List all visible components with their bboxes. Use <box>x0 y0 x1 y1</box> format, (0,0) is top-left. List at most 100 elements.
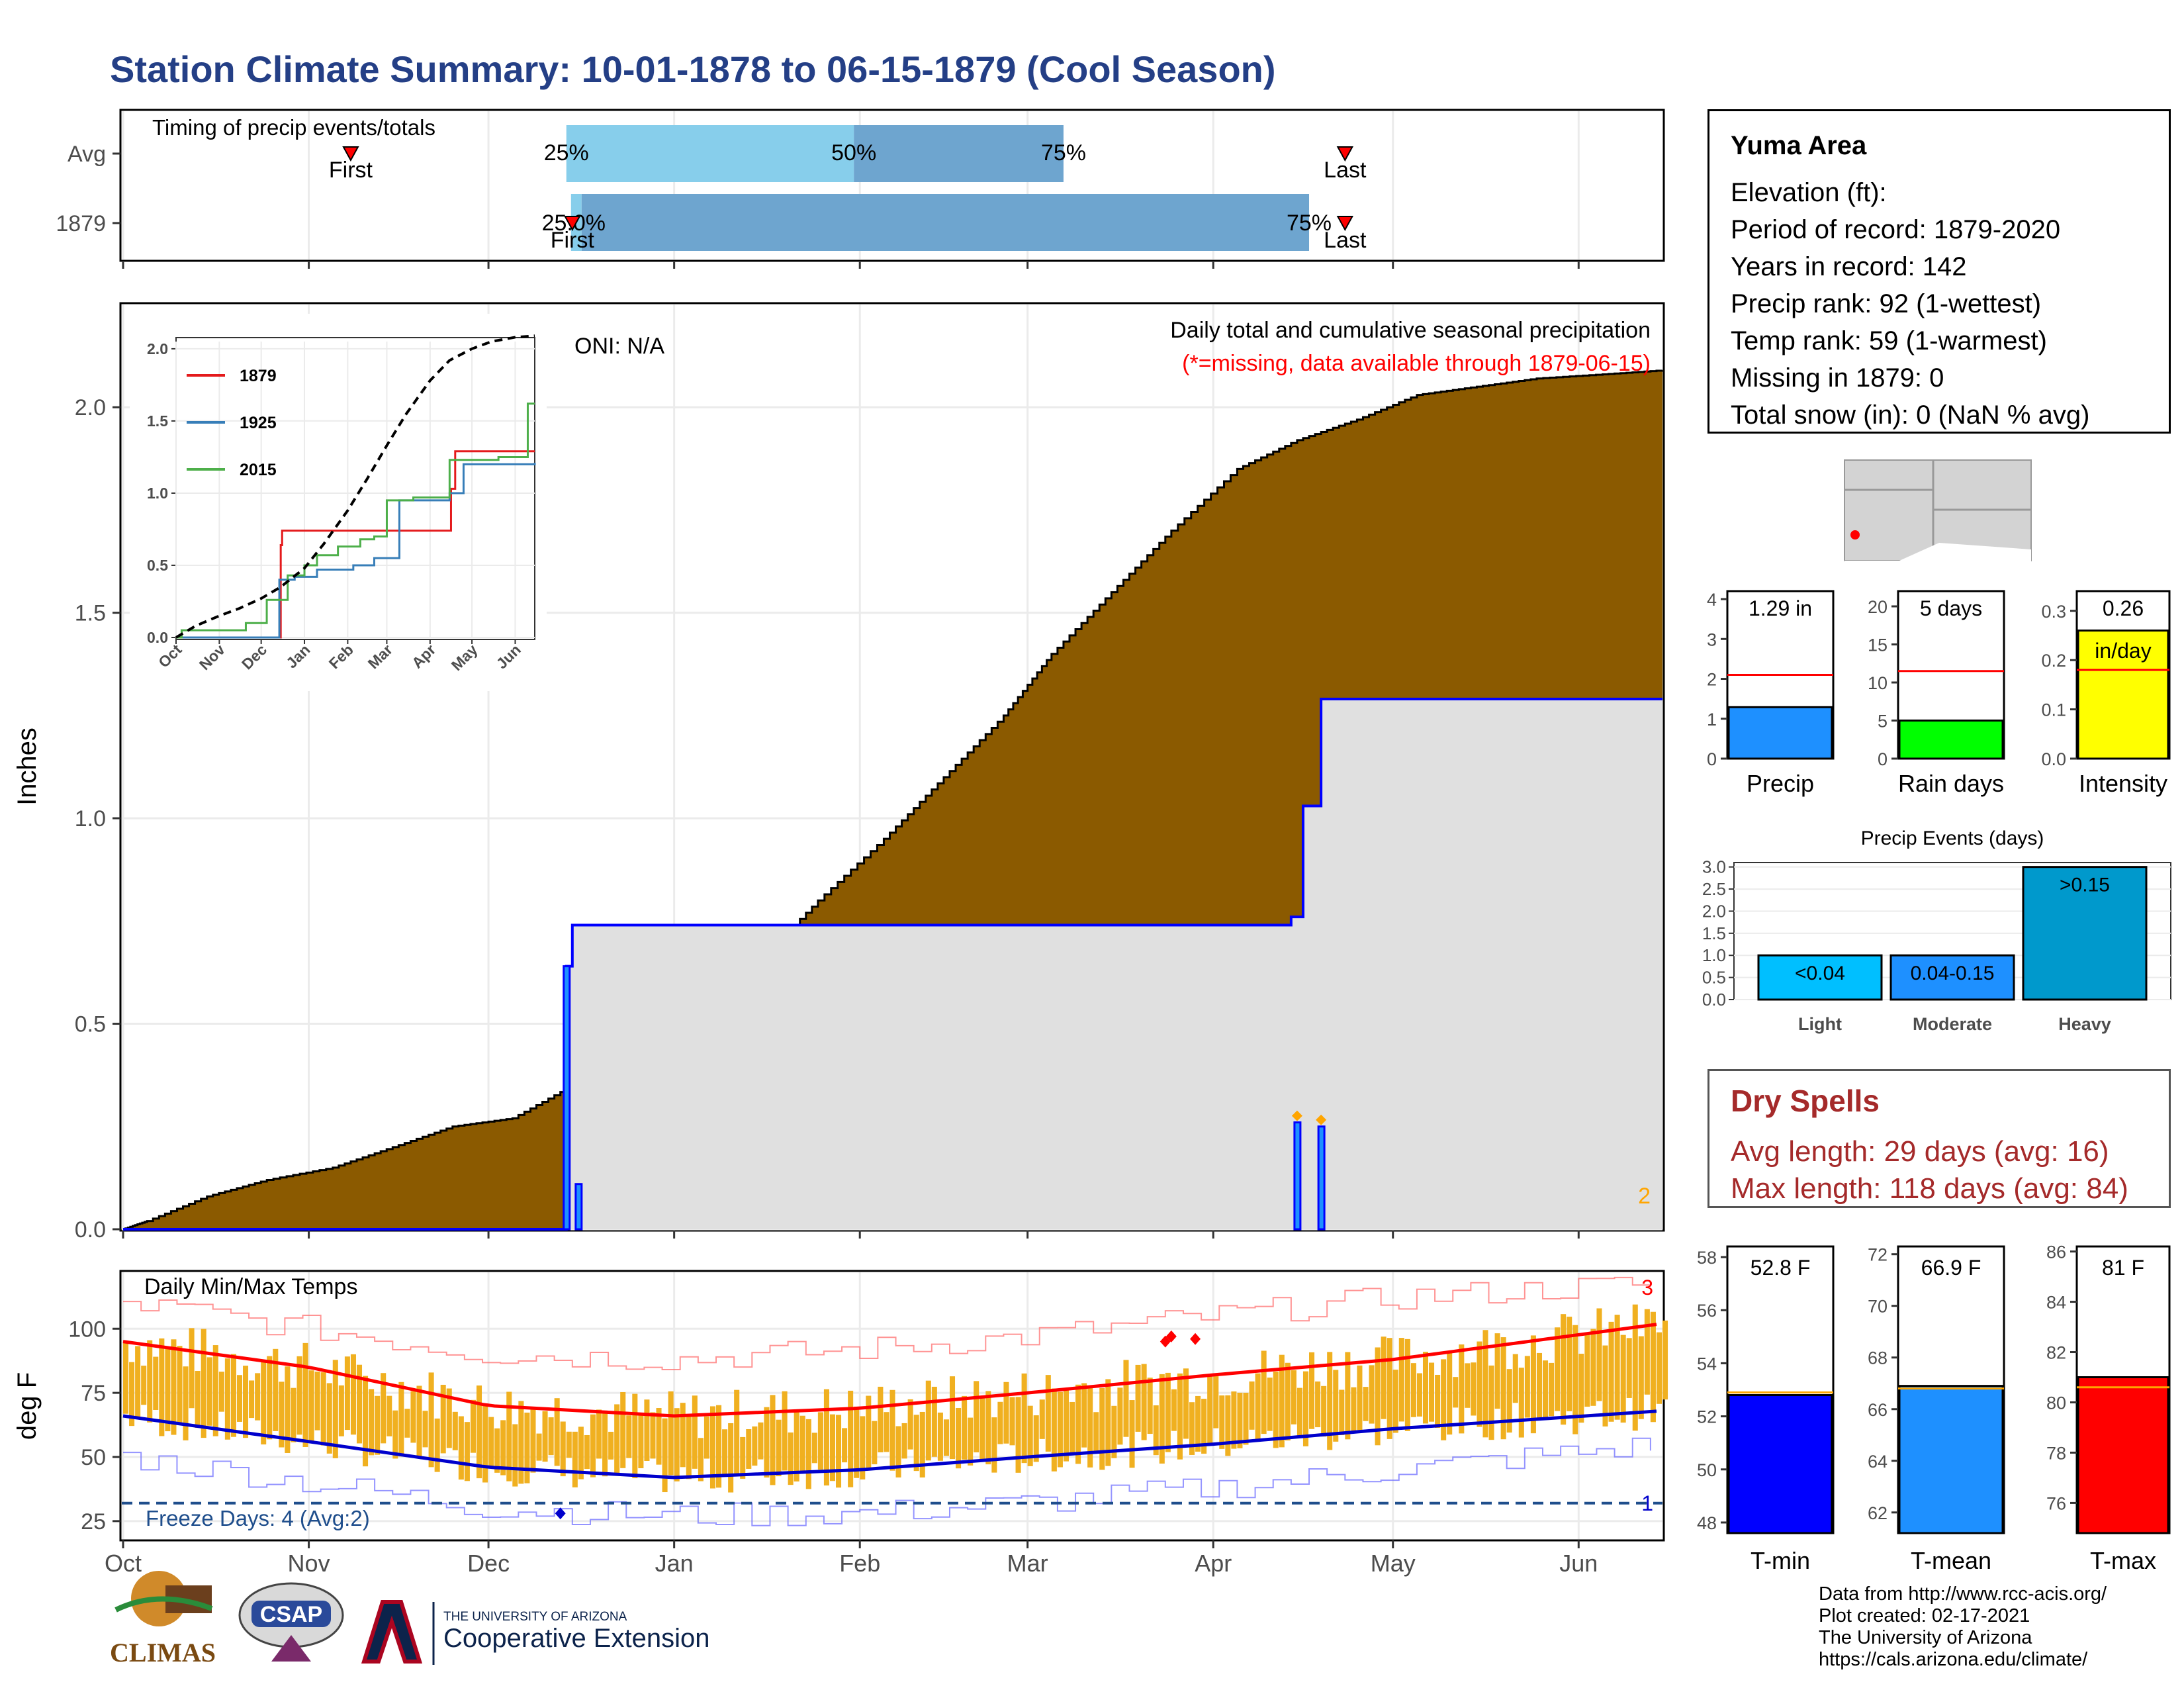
temp-daily-bar <box>848 1390 854 1487</box>
precip-events-chart: Precip Events (days) 0.0 0.5 1.01.52.02.53.… <box>1702 827 2171 1034</box>
temp-record-low-line <box>123 1437 1651 1526</box>
temp-daily-bar <box>764 1407 770 1478</box>
temp-daily-bar <box>692 1395 698 1469</box>
tbar-y-tick-label: 70 <box>1868 1297 1888 1317</box>
temp-daily-bar <box>1147 1378 1153 1434</box>
temp-daily-bar <box>147 1340 153 1423</box>
inset-y-tick-label: 1.0 <box>147 485 168 502</box>
temp-daily-bar <box>1632 1304 1638 1431</box>
ua-logo-a-mark <box>361 1600 423 1664</box>
temp-daily-bar <box>230 1354 236 1437</box>
events-bar-1 <box>1889 954 2015 1001</box>
season-bar-y-tick-label: 10 <box>1868 673 1888 693</box>
temp-daily-bar <box>338 1385 344 1436</box>
precip-annotation-missing: (*=missing, data available through 1879-… <box>1182 351 1651 376</box>
temp-record-marker <box>555 1507 566 1520</box>
temp-daily-bar <box>1363 1387 1369 1421</box>
temp-daily-bar <box>1225 1395 1231 1456</box>
temp-daily-bar <box>907 1399 913 1450</box>
temp-daily-bar <box>943 1419 949 1456</box>
temp-daily-bar <box>632 1393 638 1479</box>
temp-daily-bar <box>356 1364 363 1444</box>
temp-tmin-average-line <box>122 1409 1657 1479</box>
temp-daily-bar <box>626 1415 632 1458</box>
temp-daily-bar <box>1339 1389 1345 1436</box>
timing-1879-last-label: Last <box>1324 228 1367 253</box>
temp-daily-bar <box>1488 1365 1494 1440</box>
temp-daily-bar <box>434 1418 440 1472</box>
temp-daily-bar <box>201 1329 206 1438</box>
page-title: Station Climate Summary: 10-01-1878 to 0… <box>110 48 1276 90</box>
temp-daily-bar <box>255 1373 261 1421</box>
station-missing: Missing in 1879: 0 <box>1731 363 1944 393</box>
temp-daily-bar <box>901 1423 907 1459</box>
events-y-tick-label: 0.0 <box>1702 990 1726 1009</box>
temp-daily-bar <box>1183 1368 1189 1439</box>
temp-daily-bar <box>506 1391 512 1481</box>
temp-daily-bar <box>1459 1344 1465 1434</box>
temp-x-tick-label: May <box>1371 1550 1416 1577</box>
temp-daily-bar <box>123 1342 129 1414</box>
temp-daily-bar <box>1387 1338 1392 1439</box>
season-bar-value-1 <box>1898 720 2004 760</box>
temp-daily-bar <box>931 1386 937 1457</box>
temp-daily-bar <box>662 1418 668 1493</box>
temp-daily-bar <box>1638 1336 1644 1419</box>
temp-daily-bar <box>1279 1354 1285 1448</box>
temp-daily-bar <box>296 1356 302 1435</box>
timing-1879-first-label: First <box>551 228 595 253</box>
timing-row-label-1879: 1879 <box>56 211 106 236</box>
temp-daily-bar <box>937 1412 943 1461</box>
ua-logo-small-text: THE UNIVERSITY OF ARIZONA <box>443 1610 627 1624</box>
temp-daily-bar <box>1351 1387 1357 1432</box>
precip-oni-label: ONI: N/A <box>574 334 664 359</box>
tbar-value-label-0: 52.8 F <box>1751 1256 1811 1280</box>
temp-daily-bar <box>1177 1373 1183 1460</box>
tbar-axis-label-0: T-min <box>1751 1547 1810 1574</box>
precip-annotation-title: Daily total and cumulative seasonal prec… <box>1170 318 1651 343</box>
season-bar-value-label-2: 0.26 <box>2103 596 2144 620</box>
tbar-y-tick-label: 64 <box>1868 1452 1888 1472</box>
precip-daily-bar <box>1317 1125 1326 1231</box>
tbar-value-label-1: 66.9 F <box>1921 1256 1981 1280</box>
climas-logo: CLIMAS <box>110 1571 216 1667</box>
temp-daily-bar <box>1381 1336 1387 1419</box>
temp-daily-bar <box>925 1380 931 1461</box>
temp-daily-bar <box>363 1376 369 1467</box>
precip-daily-bar <box>563 965 571 1231</box>
temp-daily-bar <box>1321 1385 1327 1437</box>
temp-daily-bar <box>979 1395 985 1460</box>
timing-avg-bar-50-75 <box>854 125 1064 182</box>
temp-x-tick-label: Nov <box>288 1550 330 1577</box>
timing-1879-first-marker <box>564 216 581 232</box>
temp-daily-bar <box>153 1356 159 1410</box>
timing-1879-bar-50-75 <box>581 194 1310 251</box>
season-bars-chart: 1.29 in Precip 0 1 2 3 4 5 days Rain days 0 5 10 15 2… <box>1707 590 2171 797</box>
tbar-y-tick-label: 62 <box>1868 1503 1888 1523</box>
temp-daily-bar <box>320 1372 326 1446</box>
temp-daily-bar <box>1345 1352 1351 1440</box>
temp-daily-bar <box>1357 1365 1363 1430</box>
temp-daily-bar <box>704 1416 709 1459</box>
tbar-y-tick-label: 86 <box>2046 1243 2066 1262</box>
temp-daily-bar <box>884 1412 889 1452</box>
temp-daily-bar <box>206 1357 212 1426</box>
events-bar-label-0: <0.04 <box>1795 962 1845 984</box>
temp-daily-bar <box>1471 1362 1477 1416</box>
events-category-label-2: Heavy <box>2058 1014 2111 1034</box>
timing-1879-last-marker <box>1336 216 1354 232</box>
temp-daily-bar <box>518 1401 524 1484</box>
temp-daily-bar <box>536 1433 542 1461</box>
temp-daily-bar <box>722 1429 728 1475</box>
temp-daily-bar <box>1650 1311 1656 1423</box>
temp-daily-bar <box>811 1432 817 1464</box>
temp-daily-bar <box>488 1417 494 1468</box>
precip-daily-marker <box>1291 1110 1302 1121</box>
temp-daily-bar <box>608 1431 614 1460</box>
season-bar-value-label-0: 1.29 in <box>1749 596 1812 620</box>
temp-daily-bar <box>740 1436 746 1479</box>
csap-logo-mountain <box>271 1635 311 1662</box>
precip-y-tick-label: 2.0 <box>75 395 106 420</box>
precip-y-tick-label: 0.0 <box>75 1217 106 1243</box>
temp-daily-bar <box>650 1412 656 1459</box>
